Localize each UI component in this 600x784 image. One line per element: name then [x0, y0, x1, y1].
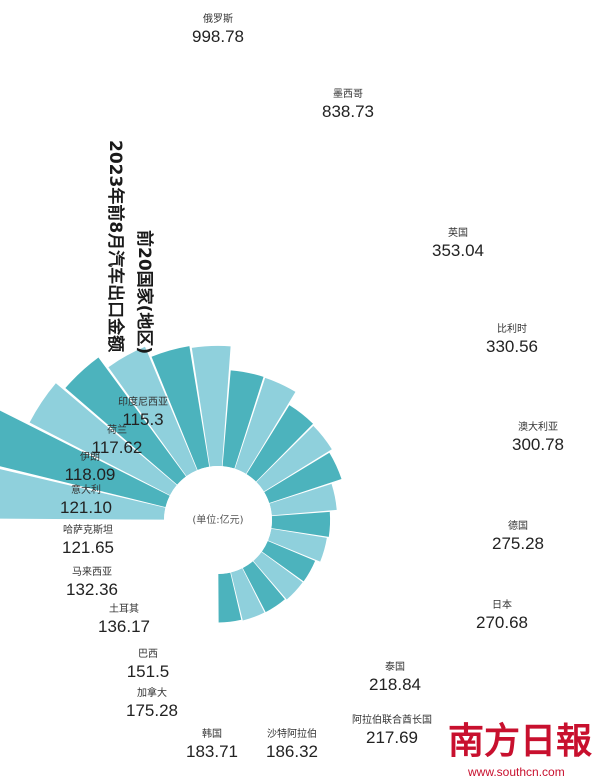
value-label-2: 838.73 — [322, 102, 374, 121]
bar-5 — [108, 346, 198, 477]
category-label-12: 加拿大 — [137, 686, 167, 699]
value-label-7: 270.68 — [476, 613, 528, 632]
bar-17 — [253, 552, 303, 600]
value-label-19: 117.62 — [92, 438, 143, 457]
bar-9 — [235, 377, 296, 474]
bar-18 — [242, 561, 285, 613]
chart-subtitle: 前20国家(地区) — [134, 230, 155, 354]
unit-label: (单位:亿元) — [192, 513, 243, 526]
bars-group — [0, 345, 342, 623]
category-label-19: 荷兰 — [107, 423, 127, 436]
category-label-8: 泰国 — [385, 660, 405, 673]
bar-19 — [230, 568, 265, 621]
value-label-15: 132.36 — [66, 580, 118, 599]
value-label-1: 998.78 — [192, 27, 244, 46]
category-label-20: 印度尼西亚 — [118, 395, 168, 408]
value-label-6: 275.28 — [492, 534, 544, 553]
value-label-18: 118.09 — [65, 465, 116, 484]
category-label-2: 墨西哥 — [333, 88, 363, 100]
labels-group: 俄罗斯 998.78 墨西哥 838.73 英国 353.04 比利时 330.56 澳大利亚 3… — [60, 12, 564, 761]
bar-20 — [218, 572, 242, 623]
value-label-14: 136.17 — [98, 617, 150, 636]
bar-4 — [65, 357, 186, 485]
value-label-16: 121.65 — [62, 538, 114, 557]
category-label-10: 沙特阿拉伯 — [267, 727, 317, 740]
category-label-4: 比利时 — [497, 323, 527, 335]
value-label-11: 183.71 — [186, 742, 238, 761]
bar-16 — [261, 540, 316, 582]
watermark-logo: 南方日報 — [448, 720, 592, 762]
category-label-13: 巴西 — [138, 648, 158, 660]
category-label-14: 土耳其 — [109, 602, 139, 615]
bar-15 — [268, 528, 327, 562]
value-label-10: 186.32 — [266, 742, 318, 761]
value-label-4: 330.56 — [486, 337, 538, 356]
value-label-3: 353.04 — [432, 241, 484, 260]
bar-6 — [151, 346, 210, 470]
watermark-url: www.southcn.com — [467, 765, 565, 779]
category-label-1: 俄罗斯 — [203, 12, 233, 25]
category-label-7: 日本 — [492, 598, 512, 611]
value-label-8: 218.84 — [369, 675, 421, 694]
value-label-17: 121.10 — [60, 498, 112, 517]
bar-10 — [246, 405, 314, 482]
category-label-5: 澳大利亚 — [518, 420, 558, 433]
chart-title: 2023年前8月汽车出口金额 — [105, 140, 126, 352]
value-label-20: 115.3 — [122, 410, 163, 429]
bar-1 — [0, 469, 166, 520]
value-label-12: 175.28 — [126, 701, 178, 720]
bar-8 — [222, 370, 264, 469]
bar-11 — [256, 425, 332, 492]
category-label-9: 阿拉伯联合酋长国 — [352, 713, 432, 726]
bar-14 — [271, 511, 331, 537]
center-hole — [164, 466, 272, 574]
category-label-15: 马来西亚 — [72, 566, 112, 578]
category-label-11: 韩国 — [202, 727, 222, 740]
value-label-13: 151.5 — [127, 662, 170, 681]
category-label-16: 哈萨克斯坦 — [63, 523, 113, 536]
category-label-3: 英国 — [448, 226, 468, 239]
bar-2 — [0, 410, 170, 508]
value-label-9: 217.69 — [366, 728, 418, 747]
bar-13 — [269, 483, 337, 516]
bar-7 — [191, 345, 231, 467]
category-label-6: 德国 — [508, 519, 528, 532]
bar-3 — [29, 383, 177, 496]
bar-12 — [264, 452, 342, 503]
category-label-17: 意大利 — [71, 483, 101, 496]
value-label-5: 300.78 — [512, 435, 564, 454]
category-label-18: 伊朗 — [80, 451, 100, 463]
